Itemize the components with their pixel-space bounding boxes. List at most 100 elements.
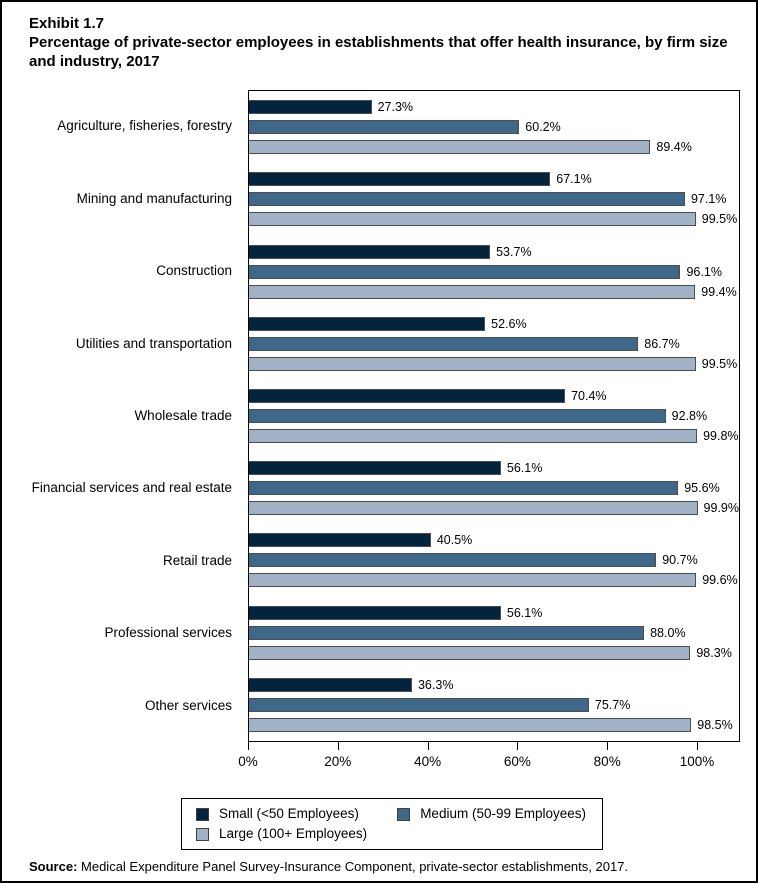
axis-tick-label: 80% xyxy=(593,754,621,769)
axis-tick xyxy=(607,742,609,750)
bar-group: 36.3% 75.7% 98.5% xyxy=(249,669,739,741)
bar-row: 99.8% xyxy=(249,428,739,443)
bar xyxy=(249,172,551,187)
bar-value-label: 99.8% xyxy=(703,428,739,443)
category-label: Financial services and real estate xyxy=(31,480,232,496)
bar xyxy=(249,553,657,568)
bar-value-label: 56.1% xyxy=(506,461,543,476)
category-label: Mining and manufacturing xyxy=(76,190,232,206)
bar-row: 99.4% xyxy=(249,284,739,299)
legend-item: Medium (50-99 Employees) xyxy=(397,806,586,822)
bar-value-label: 40.5% xyxy=(436,533,473,548)
bar xyxy=(249,336,639,351)
bar-row: 86.7% xyxy=(249,336,739,351)
bar-row: 53.7% xyxy=(249,244,739,259)
source-text: Medical Expenditure Panel Survey-Insuran… xyxy=(77,859,629,874)
bar-value-label: 36.3% xyxy=(417,677,454,692)
bar-row: 92.8% xyxy=(249,408,739,423)
axis-tick xyxy=(248,742,249,750)
axis-tick xyxy=(427,742,429,750)
chart-title: Percentage of private-sector employees i… xyxy=(29,34,728,70)
bar-value-label: 53.7% xyxy=(496,244,532,259)
source-label: Source: xyxy=(29,859,78,874)
bar-row: 98.5% xyxy=(249,717,739,732)
bar-row: 99.5% xyxy=(249,356,739,371)
bar-value-label: 99.4% xyxy=(701,284,737,299)
bar-row: 99.5% xyxy=(249,212,739,227)
axis-tick-label: 60% xyxy=(503,754,531,769)
axis-tick-label: 0% xyxy=(238,754,258,769)
bar xyxy=(249,120,520,135)
category-label: Utilities and transportation xyxy=(75,335,232,351)
legend-wrap: Small (<50 Employees) Medium (50-99 Emplo… xyxy=(2,798,756,850)
bar-value-label: 90.7% xyxy=(662,553,698,568)
bar xyxy=(249,192,685,207)
bar-chart: Agriculture, fisheries, forestry Mining a… xyxy=(2,90,756,742)
bar-value-label: 99.5% xyxy=(701,212,738,227)
axis-tick-label: 20% xyxy=(324,754,352,769)
bar xyxy=(249,625,645,640)
bar-value-label: 98.5% xyxy=(697,717,733,732)
bar-group: 56.1% 88.0% 98.3% xyxy=(249,597,739,669)
bar xyxy=(249,573,697,588)
bar-value-label: 98.3% xyxy=(696,645,732,660)
bar xyxy=(249,284,696,299)
category-label: Retail trade xyxy=(162,552,232,568)
bar-value-label: 67.1% xyxy=(556,172,592,187)
bar-row: 89.4% xyxy=(249,140,739,155)
bar-row: 56.1% xyxy=(249,461,739,476)
bar-row: 36.3% xyxy=(249,677,739,692)
bar xyxy=(249,264,681,279)
bar xyxy=(249,501,698,516)
axis-tick-label: 40% xyxy=(414,754,442,769)
bar-value-label: 96.1% xyxy=(686,264,722,279)
bar xyxy=(249,356,696,371)
bar-group: 27.3% 60.2% 89.4% xyxy=(249,91,739,163)
bar-row: 96.1% xyxy=(249,264,739,279)
category-label: Construction xyxy=(156,263,232,279)
bar xyxy=(249,140,651,155)
bar-row: 70.4% xyxy=(249,388,739,403)
x-axis: 0% 20% 40% 60% 80% 100% xyxy=(238,742,740,796)
bar xyxy=(249,677,412,692)
title-block: Exhibit 1.7 Percentage of private-sector… xyxy=(2,2,756,71)
bar-value-label: 56.1% xyxy=(506,605,543,620)
bar-row: 52.6% xyxy=(249,316,739,331)
bar-row: 67.1% xyxy=(249,172,739,187)
bar xyxy=(249,388,566,403)
bar-value-label: 99.6% xyxy=(702,573,738,588)
legend-label: Large (100+ Employees) xyxy=(218,826,368,841)
bar xyxy=(249,717,692,732)
axis-tick-label: 100% xyxy=(679,754,715,769)
category-label: Agriculture, fisheries, forestry xyxy=(57,118,232,134)
bar-value-label: 60.2% xyxy=(525,120,561,135)
bar xyxy=(249,212,696,227)
category-labels: Agriculture, fisheries, forestry Mining a… xyxy=(2,90,240,742)
bar-row: 60.2% xyxy=(249,120,739,135)
bar xyxy=(249,533,431,548)
category-label: Other services xyxy=(144,697,232,713)
bar-value-label: 27.3% xyxy=(377,100,414,115)
bar xyxy=(249,481,679,496)
bar-value-label: 88.0% xyxy=(650,625,686,640)
bar-value-label: 92.8% xyxy=(671,408,708,423)
bar xyxy=(249,408,666,423)
bar-value-label: 70.4% xyxy=(571,388,607,403)
bar-group: 67.1% 97.1% 99.5% xyxy=(249,163,739,235)
bar-row: 97.1% xyxy=(249,192,739,207)
category-label: Professional services xyxy=(104,625,232,641)
bar-group: 56.1% 95.6% 99.9% xyxy=(249,452,739,524)
bar-group: 52.6% 86.7% 99.5% xyxy=(249,308,739,380)
bar-row: 99.9% xyxy=(249,501,739,516)
bar xyxy=(249,461,501,476)
bar-row: 88.0% xyxy=(249,625,739,640)
bar-row: 95.6% xyxy=(249,481,739,496)
legend: Small (<50 Employees) Medium (50-99 Emplo… xyxy=(180,798,604,850)
legend-label: Small (<50 Employees) xyxy=(218,806,359,821)
bar xyxy=(249,428,698,443)
bar-row: 99.6% xyxy=(249,573,739,588)
axis-tick xyxy=(517,742,519,750)
bar-value-label: 97.1% xyxy=(690,192,727,207)
bar xyxy=(249,316,486,331)
legend-swatch xyxy=(195,807,209,821)
